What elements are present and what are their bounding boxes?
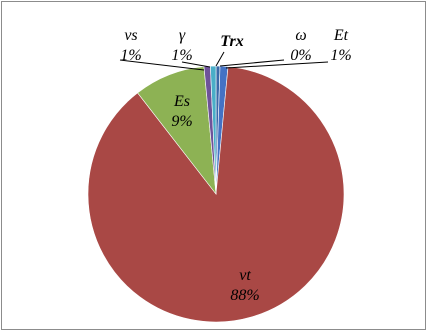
data-label-trx: Trx [220,33,243,50]
leader-line-gamma [181,61,211,68]
category-label-es: Es [173,93,190,110]
data-label-vs: vs 1% [120,27,141,64]
data-label-vt: vt 88% [230,267,259,304]
category-label-vt: vt [239,267,251,284]
slice-gamma [210,65,217,195]
leader-lines [119,51,329,71]
percent-label-es: 9% [171,113,192,130]
percent-label-vs: 1% [120,47,141,64]
percent-label-et: 1% [330,47,351,64]
percent-label-gamma: 1% [171,47,192,64]
data-label-omega: ω 0% [290,27,311,64]
category-label-trx: Trx [220,33,243,50]
leader-line-omega [219,59,285,67]
pie-chart: Trx Et 1% vt 88% Es 9% vs 1% γ 1% ω 0% [87,27,352,323]
category-label-gamma: γ [179,27,186,44]
pie-slices [87,65,345,323]
category-label-vs: vs [124,27,137,44]
percent-label-omega: 0% [290,47,311,64]
data-label-es: Es 9% [171,93,192,130]
data-label-et: Et 1% [330,27,351,64]
category-label-et: Et [333,27,349,44]
data-label-gamma: γ 1% [171,27,192,64]
slice-labels: Trx Et 1% vt 88% Es 9% vs 1% γ 1% ω 0% [120,27,351,304]
leader-line-et [225,61,329,69]
percent-label-vt: 88% [230,287,259,304]
leader-line-trx [215,51,225,67]
chart-frame: Trx Et 1% vt 88% Es 9% vs 1% γ 1% ω 0% [1,1,426,330]
leader-line-vs [119,59,205,71]
category-label-omega: ω [295,27,306,44]
